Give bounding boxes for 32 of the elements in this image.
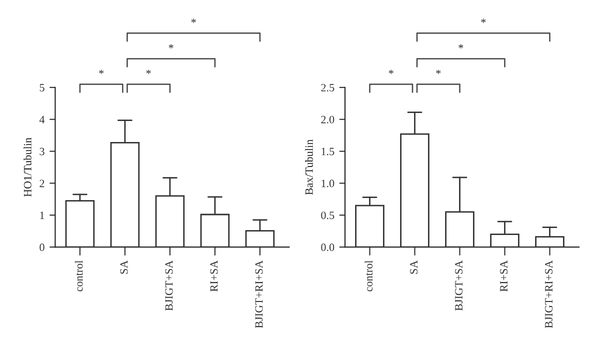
x-tick-label: BJIGT+RI+SA: [545, 260, 553, 328]
y-tick-label: 0.5: [321, 212, 334, 220]
y-tick-label: 1.0: [322, 180, 334, 188]
x-tick-label: SA: [120, 260, 128, 274]
x-tick-label: RI+SA: [210, 260, 218, 292]
y-tick-label: 2.0: [321, 116, 334, 124]
y-tick-label: 0.0: [321, 244, 334, 252]
y-tick-label: 0: [40, 244, 44, 252]
x-tick-label: BJIGT+RI+SA: [255, 260, 263, 328]
y-tick-label: 5: [40, 84, 44, 92]
y-tick-label: 4: [39, 116, 45, 124]
text: *: [458, 44, 464, 48]
x-tick-label: SA: [410, 260, 418, 274]
text: *: [436, 70, 441, 74]
y-axis-title: Bax/Tubulin: [305, 140, 313, 195]
text: *: [168, 44, 174, 48]
text: *: [481, 18, 486, 23]
x-tick-label: BJIGT+SA: [165, 260, 173, 311]
text: *: [191, 18, 196, 23]
y-tick-label: 1: [40, 212, 44, 219]
text: *: [146, 70, 151, 74]
y-tick-label: 1.5: [322, 148, 334, 156]
x-tick-label: control: [364, 260, 373, 292]
y-axis-title: HO1/Tubulin: [24, 138, 32, 197]
y-tick-label: 3: [40, 148, 44, 156]
y-tick-label: 2: [40, 180, 44, 188]
y-tick-label: 2.5: [321, 84, 334, 92]
x-tick-label: RI+SA: [500, 260, 508, 292]
x-tick-label: control: [74, 260, 83, 292]
text: *: [99, 70, 104, 74]
text: *: [388, 70, 394, 74]
x-tick-label: BJIGT+SA: [455, 260, 463, 311]
